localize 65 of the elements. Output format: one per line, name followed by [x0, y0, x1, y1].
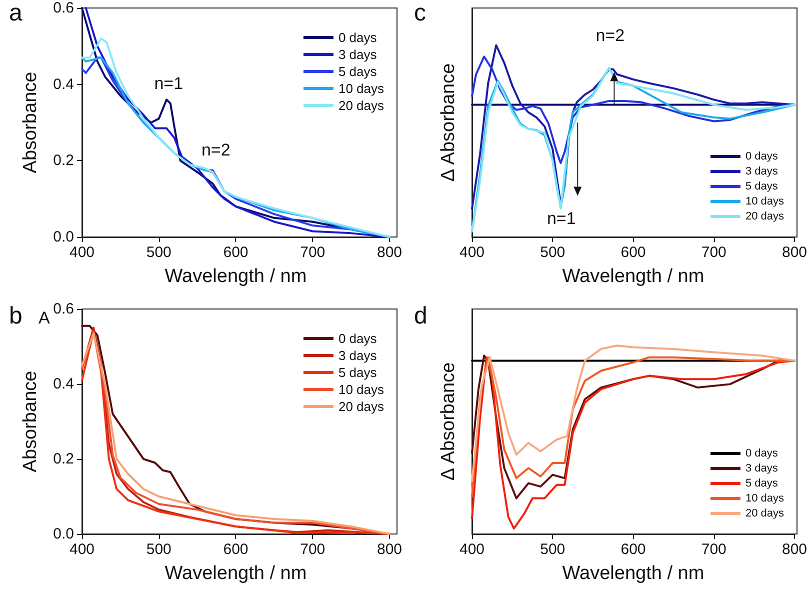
- legend-label: 10 days: [338, 382, 384, 397]
- legend-label: 20 days: [745, 508, 784, 520]
- x-tick-label: 700: [300, 541, 326, 558]
- chart-title: b: [9, 302, 22, 330]
- legend-label: 0 days: [745, 150, 778, 162]
- x-tick-label: 700: [701, 541, 726, 558]
- x-tick-label: 400: [69, 244, 95, 261]
- legend-label: 5 days: [338, 365, 378, 380]
- x-axis-title: Wavelength / nm: [562, 563, 704, 584]
- x-axis-title: Wavelength / nm: [164, 563, 307, 584]
- x-tick-label: 800: [376, 541, 402, 558]
- legend-label: 10 days: [745, 196, 784, 208]
- text: n=2: [596, 26, 625, 45]
- legend-label: 0 days: [338, 30, 378, 45]
- y-tick-label: 0.6: [53, 0, 74, 16]
- y-tick-label: 0.6: [53, 300, 74, 318]
- legend-label: 20 days: [338, 98, 384, 113]
- x-tick-label: 600: [620, 541, 646, 558]
- x-tick-label: 800: [782, 541, 807, 558]
- x-tick-label: 700: [701, 244, 726, 261]
- x-tick-label: 800: [376, 244, 402, 261]
- y-tick-label: 0.4: [53, 76, 74, 93]
- y-tick-label: 0.2: [53, 152, 74, 170]
- x-axis-title: Wavelength / nm: [562, 266, 704, 287]
- y-tick-label: 0.0: [53, 526, 74, 542]
- x-tick-label: 600: [620, 244, 646, 261]
- annotation: n=1: [546, 209, 576, 228]
- legend-label: 5 days: [745, 180, 778, 192]
- y-tick-label: 0.2: [53, 450, 74, 468]
- y-axis-title: Absorbance: [20, 370, 41, 472]
- chart-title: c: [414, 0, 426, 26]
- text: A: [38, 308, 51, 328]
- y-axis-title: Δ Absorbance: [438, 63, 459, 182]
- legend-label: 20 days: [338, 399, 384, 414]
- legend-label: 5 days: [338, 64, 378, 79]
- y-axis-title: Δ Absorbance: [438, 362, 459, 481]
- annotation: n=1: [154, 74, 184, 94]
- legend-label: 10 days: [745, 492, 784, 504]
- x-tick-label: 600: [223, 541, 248, 558]
- legend-label: 0 days: [745, 448, 778, 460]
- y-tick-label: 0.0: [53, 228, 74, 246]
- y-tick-label: 0.4: [53, 376, 74, 392]
- y-axis-title: Absorbance: [20, 72, 41, 174]
- x-tick-label: 500: [146, 244, 172, 261]
- legend-label: 3 days: [745, 462, 778, 474]
- chart-title: a: [9, 0, 23, 26]
- annotation: n=2: [201, 140, 230, 160]
- legend-label: 3 days: [338, 348, 378, 363]
- x-tick-label: 700: [300, 244, 326, 261]
- chart-title: d: [414, 302, 428, 330]
- x-tick-label: 800: [782, 244, 807, 261]
- x-tick-label: 400: [459, 541, 485, 558]
- x-tick-label: 600: [223, 244, 248, 261]
- x-tick-label: 500: [146, 541, 172, 558]
- legend-label: 0 days: [338, 331, 378, 346]
- legend-label: 3 days: [745, 166, 778, 178]
- x-tick-label: 500: [540, 244, 566, 261]
- x-tick-label: 400: [69, 541, 95, 558]
- x-tick-label: 500: [540, 541, 566, 558]
- legend-label: 5 days: [745, 478, 778, 490]
- x-axis-title: Wavelength / nm: [164, 266, 307, 287]
- x-tick-label: 400: [459, 244, 485, 261]
- legend-label: 3 days: [338, 47, 378, 62]
- legend-label: 20 days: [745, 210, 784, 222]
- legend-label: 10 days: [338, 81, 384, 96]
